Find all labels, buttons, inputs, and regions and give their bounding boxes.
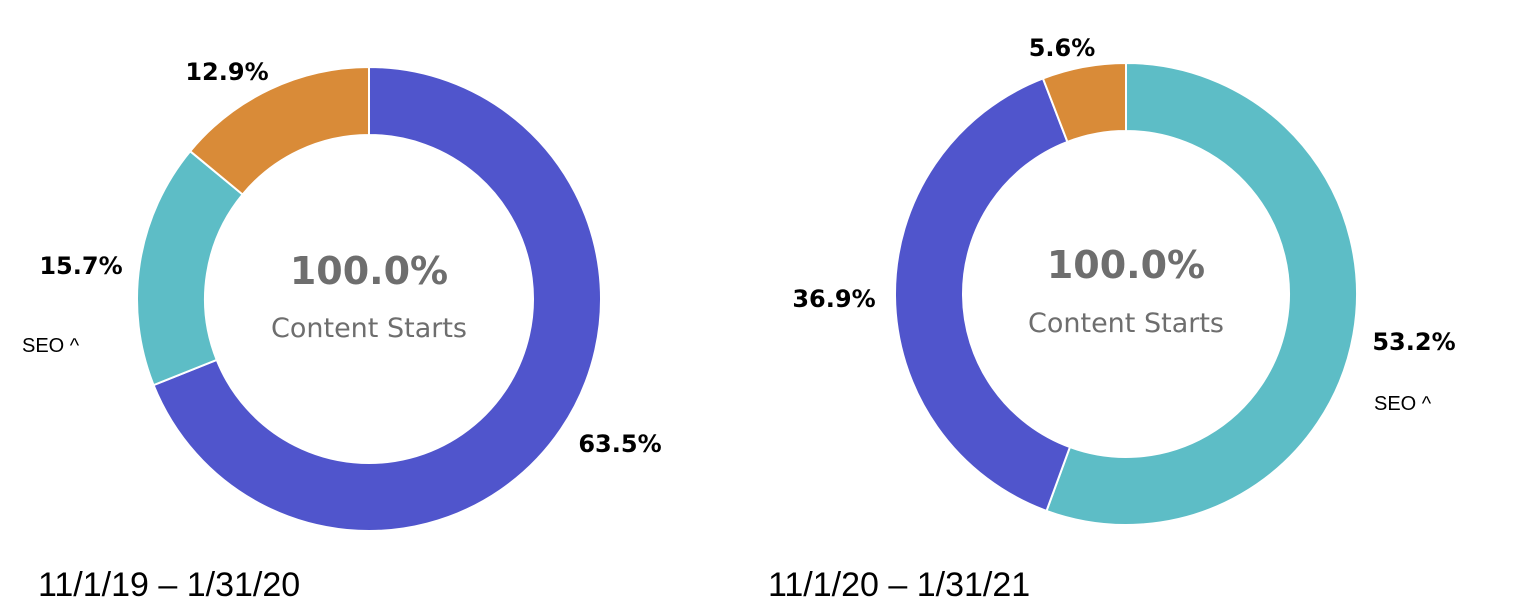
slice-label-2019-0: 63.5% bbox=[578, 430, 661, 458]
seo-annotation-2020: SEO ^ bbox=[1374, 393, 1432, 415]
donut-slice-2019-2 bbox=[188, 65, 370, 196]
donut-chart-2020: 100.0% Content Starts 53.2% 36.9% 5.6% S… bbox=[768, 34, 1456, 604]
date-range-2019: 11/1/19 – 1/31/20 bbox=[38, 566, 300, 604]
donut-slice-2020-2 bbox=[1041, 61, 1127, 144]
center-label-2020: Content Starts bbox=[1028, 308, 1224, 339]
slice-label-2019-2: 12.9% bbox=[185, 58, 268, 86]
donut-slice-2020-0 bbox=[1045, 61, 1358, 526]
slice-label-2020-0: 53.2% bbox=[1372, 328, 1455, 356]
donut-chart-2019: 100.0% Content Starts 63.5% 15.7% 12.9% … bbox=[22, 58, 662, 604]
seo-annotation-2019: SEO ^ bbox=[22, 335, 80, 357]
date-range-2020: 11/1/20 – 1/31/21 bbox=[768, 566, 1030, 604]
donut-slice-2019-0 bbox=[152, 65, 603, 532]
slice-label-2020-1: 36.9% bbox=[792, 285, 875, 313]
center-value-2019: 100.0% bbox=[290, 249, 448, 293]
center-value-2020: 100.0% bbox=[1047, 243, 1205, 287]
slice-label-2020-2: 5.6% bbox=[1029, 34, 1096, 62]
donut-slices-2020 bbox=[894, 61, 1358, 526]
slice-label-2019-1: 15.7% bbox=[39, 252, 122, 280]
donut-slice-2020-1 bbox=[894, 77, 1072, 513]
donut-slice-2019-1 bbox=[136, 149, 245, 387]
donut-slices-2019 bbox=[136, 65, 603, 532]
center-label-2019: Content Starts bbox=[271, 313, 467, 344]
